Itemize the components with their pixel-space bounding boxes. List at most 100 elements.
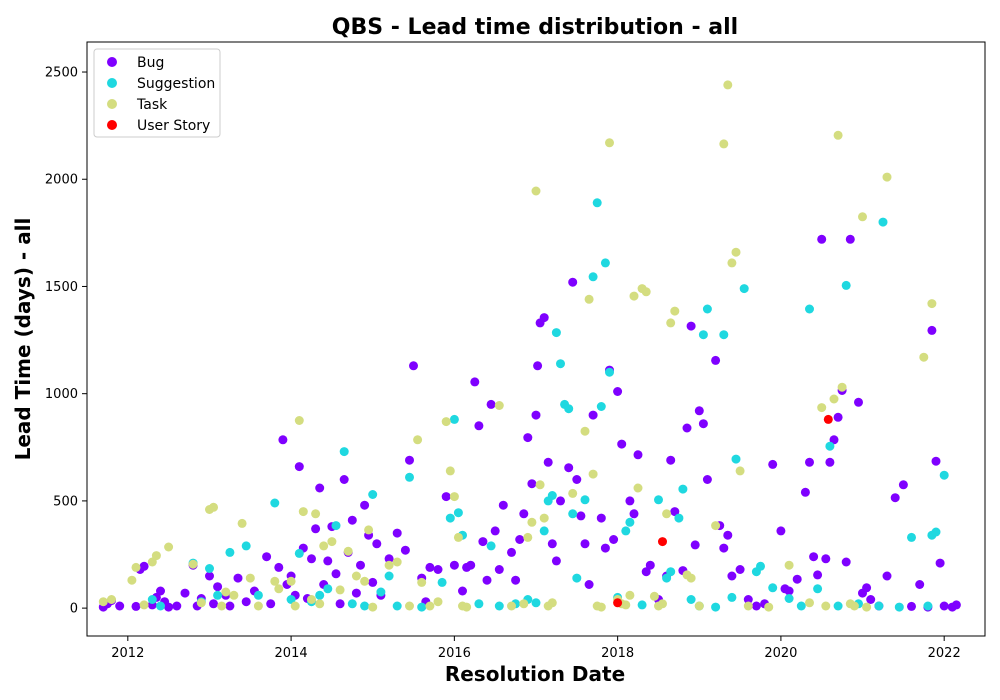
data-point-task: [531, 186, 541, 196]
data-point-task: [919, 352, 929, 362]
data-point-bug: [478, 537, 488, 547]
data-point-bug: [323, 556, 333, 566]
data-point-bug: [690, 540, 700, 550]
legend-marker-task: [107, 99, 117, 109]
data-point-task: [731, 247, 741, 257]
data-point-bug: [792, 574, 802, 584]
data-point-task: [319, 541, 329, 551]
data-point-bug: [617, 439, 627, 449]
data-point-task: [539, 513, 549, 523]
data-point-suggestion: [727, 592, 737, 602]
data-point-suggestion: [547, 491, 557, 500]
data-point-bug: [821, 554, 831, 564]
data-point-bug: [645, 560, 655, 570]
data-point-suggestion: [784, 594, 794, 603]
legend-label-user-story: User Story: [137, 118, 210, 134]
data-point-bug: [862, 583, 872, 593]
data-point-task: [547, 598, 557, 608]
data-point-suggestion: [768, 583, 778, 593]
data-point-bug: [213, 582, 223, 592]
data-point-bug: [486, 399, 496, 409]
data-point-task: [335, 585, 345, 595]
data-point-suggestion: [666, 567, 676, 577]
data-point-suggestion: [453, 508, 463, 518]
data-point-bug: [800, 487, 810, 497]
data-point-bug: [307, 554, 316, 564]
data-point-task: [833, 130, 843, 140]
data-point-task: [392, 557, 402, 567]
data-point-suggestion: [323, 584, 333, 594]
data-point-suggestion: [625, 517, 635, 527]
data-point-bug: [813, 570, 823, 580]
data-point-task: [519, 599, 529, 609]
data-point-bug: [241, 597, 251, 607]
data-point-bug: [784, 586, 794, 596]
data-point-bug: [533, 361, 543, 371]
y-tick-label: 0: [70, 602, 78, 617]
data-point-bug: [686, 321, 696, 331]
data-point-suggestion: [894, 602, 904, 612]
legend-label-task: Task: [136, 97, 168, 113]
data-point-bug: [356, 560, 365, 570]
data-point-bug: [368, 577, 378, 587]
data-point-suggestion: [294, 548, 304, 558]
legend: Bug Suggestion Task User Story: [93, 48, 221, 138]
data-point-task: [413, 435, 423, 445]
data-point-task: [343, 546, 353, 556]
data-point-bug: [576, 511, 586, 521]
data-point-bug: [164, 602, 174, 612]
data-point-bug: [523, 433, 533, 443]
data-point-bug: [580, 539, 590, 549]
data-point-task: [237, 518, 247, 528]
data-point-task: [719, 139, 729, 149]
data-point-task: [217, 601, 227, 611]
data-point-task: [286, 576, 296, 586]
data-point-task: [307, 595, 316, 604]
y-tick-label: 500: [53, 494, 78, 509]
data-point-bug: [866, 595, 876, 604]
data-point-task: [209, 502, 218, 512]
data-point-task: [294, 416, 304, 425]
data-point-suggestion: [939, 470, 949, 480]
data-point-bug: [735, 565, 745, 574]
data-point-suggestion: [739, 284, 749, 294]
data-point-suggestion: [621, 526, 631, 536]
data-point-bug: [694, 406, 704, 416]
data-point-task: [666, 318, 676, 328]
data-point-bug: [890, 493, 900, 503]
data-point-suggestion: [494, 601, 504, 611]
y-tick-label: 2000: [45, 173, 78, 188]
data-point-suggestion: [805, 304, 814, 314]
series-suggestion: [147, 198, 949, 612]
data-point-task: [311, 509, 321, 519]
data-point-bug: [629, 509, 639, 519]
data-point-suggestion: [147, 595, 157, 604]
data-point-task: [535, 480, 545, 490]
data-point-bug: [882, 571, 892, 581]
data-point-task: [662, 509, 672, 519]
data-point-task: [882, 172, 892, 182]
legend-frame: [93, 48, 221, 138]
data-point-task: [425, 601, 435, 611]
data-point-task: [164, 542, 174, 552]
data-point-suggestion: [437, 577, 447, 587]
data-point-bug: [588, 410, 598, 420]
x-tick-label: 2020: [764, 646, 797, 661]
data-point-suggestion: [674, 513, 684, 523]
data-point-suggestion: [392, 601, 402, 611]
data-point-task: [633, 483, 643, 493]
data-point-suggestion: [833, 601, 843, 611]
chart-title: QBS - Lead time distribution - all: [332, 15, 738, 40]
data-point-suggestion: [531, 598, 541, 608]
data-point-suggestion: [841, 280, 851, 290]
data-point-bug: [568, 277, 578, 287]
data-point-bug: [372, 539, 382, 549]
data-point-task: [139, 600, 149, 610]
data-point-suggestion: [572, 573, 582, 583]
data-point-bug: [829, 435, 839, 445]
data-point-suggestion: [637, 600, 647, 610]
data-point-task: [433, 597, 443, 607]
data-point-task: [245, 573, 255, 583]
data-point-suggestion: [486, 541, 496, 551]
data-point-bug: [458, 586, 467, 596]
